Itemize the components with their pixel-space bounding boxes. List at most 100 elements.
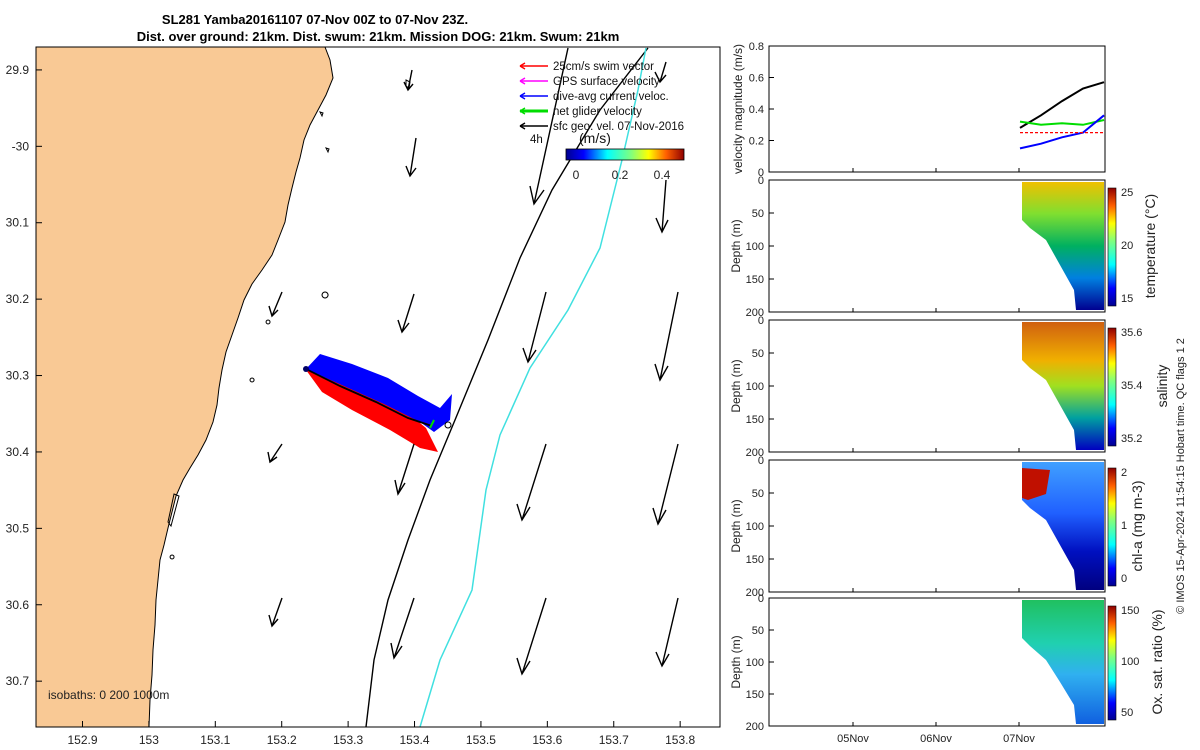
depth-tick-label: 150 (746, 689, 764, 701)
geo-arrow (654, 61, 667, 84)
velocity-y-tick-label: 0.4 (749, 104, 764, 116)
colorbar-tick-label: 35.2 (1121, 433, 1142, 445)
map-y-tick-label: 30.5 (6, 521, 30, 535)
legend-label: sfc geo. vel. 07-Nov-2016 (553, 121, 684, 133)
map-y-tick-label: 30.1 (6, 216, 30, 230)
glider-start-marker (303, 366, 309, 372)
depth-tick-label: 100 (746, 521, 764, 533)
colorbar-tick: 0.4 (654, 168, 671, 182)
depth-tick-label: 50 (752, 625, 764, 637)
islet (319, 111, 324, 118)
depth-tick-label: 0 (758, 175, 764, 187)
map-y-tick-label: -30 (12, 139, 30, 153)
map-x-tick-label: 153.1 (200, 733, 230, 747)
colorbar-tick-label: 1 (1121, 520, 1127, 532)
depth-tick-label: 100 (746, 241, 764, 253)
depth-tick-label: 50 (752, 208, 764, 220)
colorbar-unit-label: (m/s) (579, 130, 611, 146)
map-x-tick-label: 153.5 (466, 733, 496, 747)
salinity-colorbar (1107, 327, 1117, 447)
salinity-section (1022, 322, 1104, 450)
colorbar-tick-label: 35.6 (1121, 327, 1142, 339)
depth-axis-label: Depth (m) (729, 635, 743, 688)
oxygen-label: Ox. sat. ratio (%) (1149, 609, 1165, 714)
map-y-tick-label: 30.4 (6, 445, 30, 459)
legend-label: GPS surface velocity (553, 76, 660, 88)
islet (321, 291, 329, 299)
depth-tick-label: 150 (746, 414, 764, 426)
geo-arrow (403, 69, 414, 92)
geo-arrow (654, 291, 679, 382)
depth-axis-label: Depth (m) (729, 219, 743, 272)
geo-arrow (267, 443, 283, 464)
side-x-tick-label: 06Nov (920, 733, 952, 745)
colorbar-tick-label: 100 (1121, 656, 1139, 668)
geo-arrow (652, 443, 679, 526)
land-coastline (36, 47, 334, 727)
temperature-panel: 25 20 15 temperature (°C) (768, 179, 1158, 313)
depth-tick-label: 150 (746, 274, 764, 286)
map-x-tick-label: 153.8 (665, 733, 695, 747)
glider-track (305, 368, 433, 427)
legend-label: 25cm/s swim vector (553, 61, 654, 73)
colorbar-tick: 0 (573, 168, 580, 182)
islet (249, 377, 255, 383)
depth-tick-label: 0 (758, 593, 764, 605)
speed-colorbar (565, 148, 685, 161)
depth-tick-label: 200 (746, 721, 764, 733)
side-x-axis: 05Nov 06Nov 07Nov (837, 168, 1035, 745)
depth-axis-label: Depth (m) (729, 499, 743, 552)
geo-arrow (516, 597, 547, 676)
map-frame (35, 46, 721, 728)
geostrophic-velocity-arrows (267, 47, 679, 676)
colorbar-tick: 0.2 (612, 168, 629, 182)
depth-tick-label: 0 (758, 315, 764, 327)
map-x-tick-label: 153.3 (333, 733, 363, 747)
legend-label: net glider velocity (553, 106, 642, 118)
velocity-y-tick-label: 0.2 (749, 136, 764, 148)
map-y-tick-label: 30.7 (6, 674, 30, 688)
map-y-tick-label: 30.2 (6, 292, 30, 306)
geo-arrow (268, 291, 283, 318)
swim-vector-cloud (306, 370, 438, 452)
legend-arrowhead (519, 62, 526, 70)
depth-tick-label: 0 (758, 455, 764, 467)
oxygen-section (1022, 600, 1104, 724)
depth-tick-label: 50 (752, 488, 764, 500)
islet (265, 319, 271, 325)
colorbar-tick-label: 150 (1121, 605, 1139, 617)
chla-label: chl-a (mg m-3) (1129, 480, 1145, 571)
isobath-200m (365, 47, 649, 727)
net-glider-velocity-arrow (429, 419, 435, 429)
salinity-label: salinity (1154, 365, 1170, 408)
depth-tick-label: 200 (746, 307, 764, 319)
map-y-axis: 29.9 -30 30.1 30.2 30.3 30.4 30.5 30.6 30.7 (6, 63, 42, 688)
geo-arrow (268, 597, 283, 628)
depth-tick-label: 100 (746, 381, 764, 393)
legend-arrowhead (519, 122, 526, 130)
chla-surface-maximum (1022, 468, 1050, 500)
map-x-axis: 152.9 153 153.1 153.2 153.3 153.4 153.5 153.6 15… (67, 721, 695, 747)
colorbar-tick-label: 25 (1121, 187, 1133, 199)
time-scale-label: 4h (530, 134, 543, 146)
chla-colorbar (1107, 467, 1117, 587)
map-x-tick-label: 153.4 (400, 733, 430, 747)
title-line-1: SL281 Yamba20161107 07-Nov 00Z to 07-Nov… (162, 12, 468, 27)
depth-axis-label: Depth (m) (729, 359, 743, 412)
depth-axes-group: 0 50 100 150 200 Depth (m) 0 50 100 150 200 Depth (… (729, 175, 774, 733)
temperature-colorbar (1107, 187, 1117, 307)
map-x-tick-label: 153.2 (267, 733, 297, 747)
velocity-series-line (1019, 81, 1105, 129)
colorbar-tick-label: 15 (1121, 293, 1133, 305)
legend-label: dive-avg current veloc. (553, 91, 669, 103)
islet (167, 493, 180, 528)
colorbar-tick-label: 35.4 (1121, 380, 1142, 392)
side-x-tick-label: 05Nov (837, 733, 869, 745)
geo-arrow (655, 597, 679, 668)
depth-tick-label: 200 (746, 447, 764, 459)
map-x-tick-label: 153.7 (599, 733, 629, 747)
velocity-y-tick-label: 0.6 (749, 73, 764, 85)
legend-arrowhead (519, 107, 526, 115)
depth-tick-label: 150 (746, 554, 764, 566)
geo-arrow (390, 597, 415, 660)
